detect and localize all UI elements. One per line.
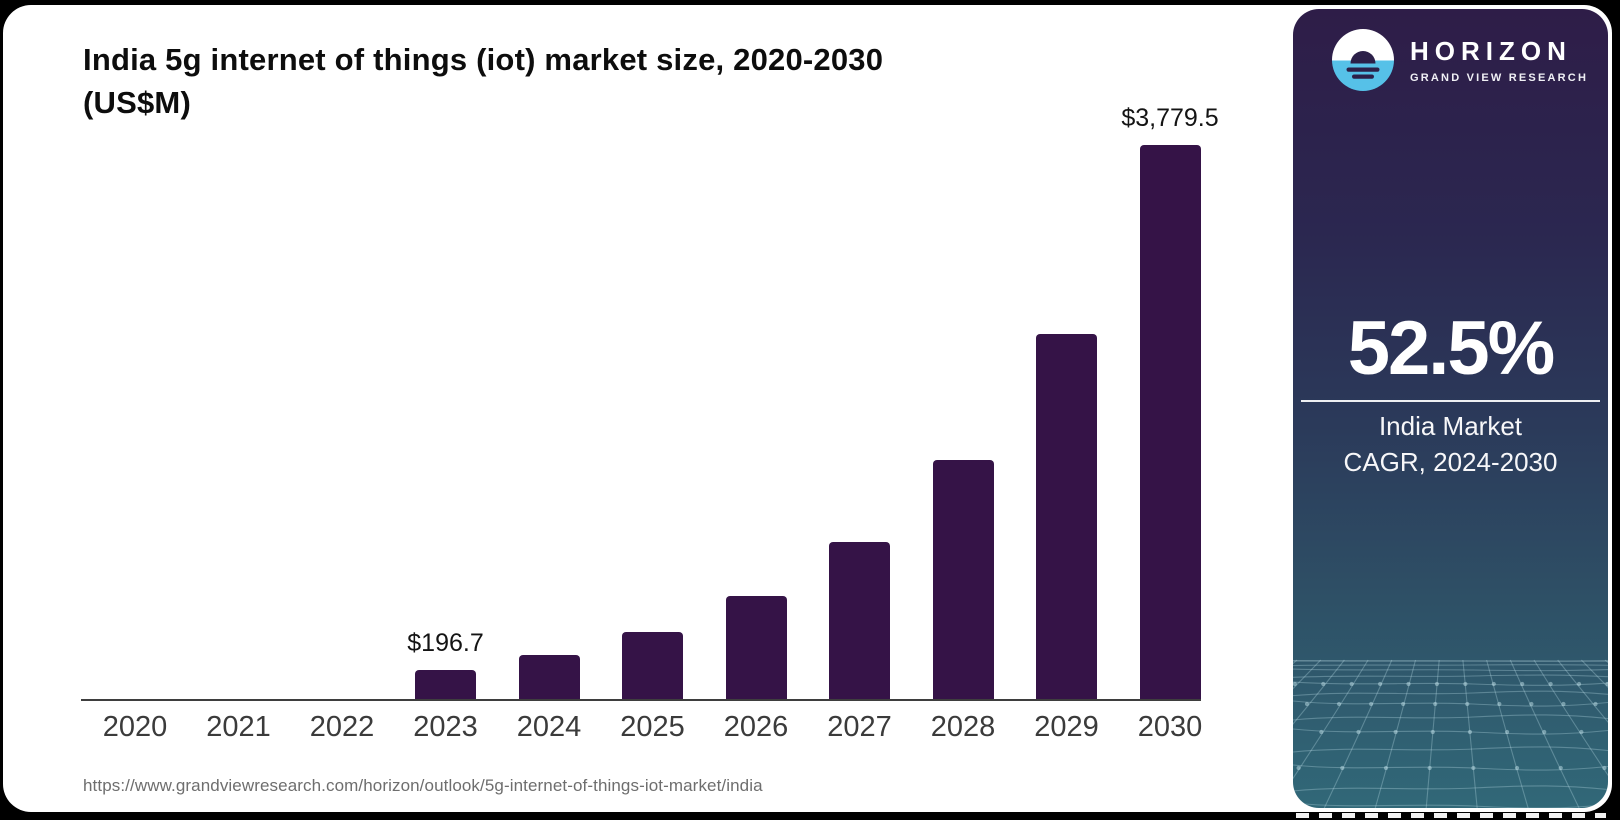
horizon-sun-circle-icon — [1332, 29, 1394, 91]
brand-subtitle: GRAND VIEW RESEARCH — [1410, 72, 1589, 84]
brand-text: HORIZON GRAND VIEW RESEARCH — [1410, 36, 1588, 84]
x-axis-label-2029: 2029 — [1034, 711, 1099, 743]
x-axis-label-2021: 2021 — [206, 711, 271, 743]
side-panel: HORIZON GRAND VIEW RESEARCH 52.5% India … — [1293, 9, 1608, 808]
stat-label-line1: India Market — [1378, 411, 1523, 441]
page-title: India 5g internet of things (iot) market… — [83, 38, 1083, 124]
bar-2025 — [622, 632, 683, 699]
bar-2023 — [415, 670, 476, 699]
stat-caption: India Market CAGR, 2024-2030 — [1293, 408, 1608, 480]
bottom-dashed-edge — [1296, 813, 1606, 818]
stat-label-line2: CAGR, 2024-2030 — [1343, 447, 1558, 477]
x-axis-label-2027: 2027 — [827, 711, 892, 743]
bar-value-label-2030: $3,779.5 — [1121, 104, 1219, 132]
stat-divider — [1301, 400, 1600, 402]
x-axis-label-2022: 2022 — [309, 711, 375, 743]
page-title-line2: (US$M) — [83, 85, 191, 120]
x-axis-label-2030: 2030 — [1137, 711, 1203, 743]
bar-2028 — [932, 460, 994, 699]
bar-2024 — [518, 655, 580, 699]
plot-area: 2020 2021 2022 2023 $196.7 2024 2025 2026 2027 20… — [81, 104, 1219, 743]
x-axis-label-2026: 2026 — [723, 711, 789, 743]
source-url: https://www.grandviewresearch.com/horizo… — [83, 776, 763, 795]
x-axis-label-2028: 2028 — [930, 711, 996, 743]
x-axis-label-2025: 2025 — [620, 711, 685, 743]
bar-2027 — [829, 542, 890, 699]
x-axis-line — [81, 699, 1201, 701]
brand-name: HORIZON — [1410, 36, 1572, 66]
bar-2030 — [1139, 145, 1201, 699]
mesh-graphic — [1293, 658, 1608, 808]
x-axis-label-2020: 2020 — [102, 711, 168, 743]
brand-logo: HORIZON GRAND VIEW RESEARCH — [1332, 29, 1588, 91]
stat-value: 52.5% — [1347, 306, 1556, 391]
bar-value-label-2023: $196.7 — [407, 629, 484, 657]
x-axis-label-2023: 2023 — [413, 711, 478, 743]
page-title-line1: India 5g internet of things (iot) market… — [83, 42, 884, 77]
bar-2029 — [1036, 334, 1097, 699]
x-axis-label-2024: 2024 — [516, 711, 582, 743]
bar-2026 — [725, 596, 787, 699]
